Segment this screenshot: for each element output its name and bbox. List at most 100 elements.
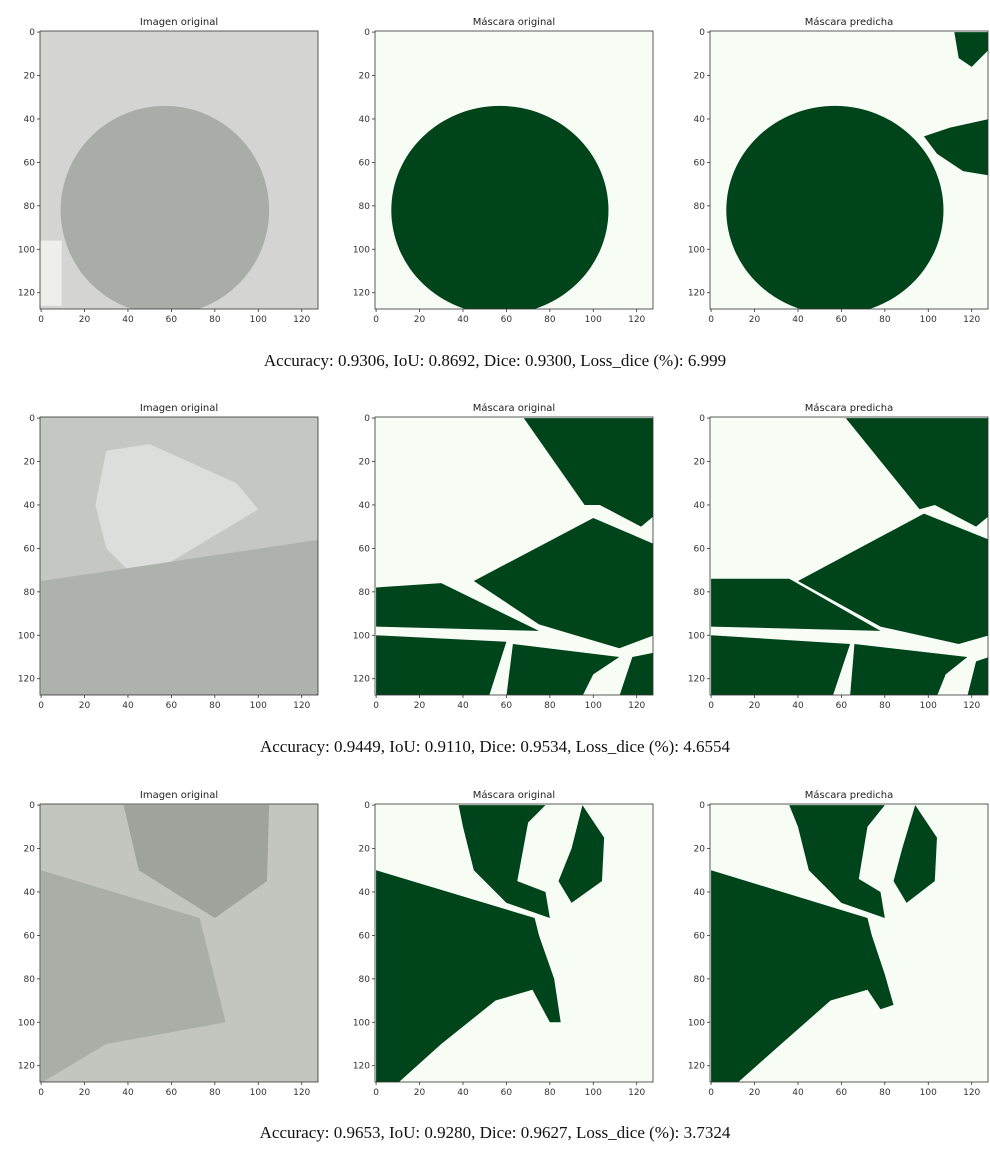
y-tick-label: 60 — [359, 544, 371, 554]
x-tick-label: 40 — [792, 1088, 804, 1098]
x-tick-label: 40 — [122, 315, 134, 325]
x-tick-label: 60 — [836, 701, 848, 711]
x-tick-label: 100 — [920, 1088, 937, 1098]
x-tick-label: 20 — [414, 1088, 426, 1098]
y-tick-label: 40 — [694, 115, 706, 125]
y-tick-label: 100 — [353, 1018, 370, 1028]
image — [40, 804, 318, 1083]
x-tick-label: 120 — [293, 315, 310, 325]
panel-title: Máscara predicha — [805, 789, 894, 801]
x-tick-label: 20 — [749, 701, 761, 711]
y-tick-label: 80 — [694, 202, 706, 212]
y-tick-label: 80 — [24, 202, 36, 212]
x-tick-label: 80 — [209, 1088, 221, 1098]
y-tick-label: 60 — [24, 931, 36, 941]
x-tick-label: 120 — [293, 701, 310, 711]
y-tick-label: 40 — [24, 888, 36, 898]
y-tick-label: 120 — [353, 675, 370, 685]
x-tick-label: 80 — [544, 315, 556, 325]
x-tick-label: 120 — [963, 315, 980, 325]
x-tick-label: 100 — [250, 1088, 267, 1098]
y-tick-label: 100 — [353, 631, 370, 641]
y-tick-label: 0 — [699, 414, 705, 424]
y-tick-label: 80 — [694, 588, 706, 598]
x-tick-label: 60 — [501, 701, 513, 711]
x-tick-label: 0 — [38, 1088, 44, 1098]
y-tick-label: 20 — [359, 458, 371, 468]
y-tick-label: 60 — [694, 544, 706, 554]
x-tick-label: 60 — [166, 701, 178, 711]
x-tick-label: 40 — [457, 1088, 469, 1098]
y-tick-label: 60 — [24, 158, 36, 168]
x-tick-label: 100 — [585, 701, 602, 711]
y-tick-label: 80 — [359, 588, 371, 598]
x-tick-label: 20 — [79, 1088, 91, 1098]
y-tick-label: 40 — [359, 115, 371, 125]
y-tick-label: 80 — [24, 588, 36, 598]
y-tick-label: 40 — [694, 888, 706, 898]
panel-title: Imagen original — [140, 17, 218, 28]
x-tick-label: 20 — [414, 315, 426, 325]
y-tick-label: 80 — [359, 975, 371, 985]
panel: Máscara predicha020406080100120020406080… — [688, 789, 988, 1098]
image — [710, 417, 989, 696]
y-tick-label: 20 — [359, 845, 371, 855]
x-tick-label: 40 — [792, 701, 804, 711]
x-tick-label: 80 — [879, 315, 891, 325]
x-tick-label: 100 — [920, 315, 937, 325]
y-tick-label: 100 — [18, 245, 35, 255]
x-tick-label: 20 — [79, 315, 91, 325]
y-tick-label: 0 — [29, 801, 35, 811]
y-tick-label: 20 — [24, 845, 36, 855]
y-tick-label: 60 — [359, 158, 371, 168]
y-tick-label: 120 — [688, 1062, 705, 1072]
y-tick-label: 40 — [24, 501, 36, 511]
x-tick-label: 0 — [708, 701, 714, 711]
y-tick-label: 120 — [688, 675, 705, 685]
x-tick-label: 20 — [79, 701, 91, 711]
x-tick-label: 0 — [373, 701, 379, 711]
x-tick-label: 100 — [585, 1088, 602, 1098]
x-tick-label: 80 — [209, 701, 221, 711]
y-tick-label: 60 — [24, 544, 36, 554]
y-tick-label: 40 — [24, 115, 36, 125]
x-tick-label: 100 — [920, 701, 937, 711]
panel-title: Máscara original — [473, 789, 555, 801]
x-tick-label: 80 — [879, 1088, 891, 1098]
panel-title: Imagen original — [140, 790, 218, 801]
y-tick-label: 40 — [359, 888, 371, 898]
x-tick-label: 100 — [250, 315, 267, 325]
x-tick-label: 100 — [250, 701, 267, 711]
y-tick-label: 120 — [18, 289, 35, 299]
x-tick-label: 0 — [708, 1088, 714, 1098]
x-tick-label: 20 — [749, 1088, 761, 1098]
x-tick-label: 0 — [38, 701, 44, 711]
x-tick-label: 60 — [166, 1088, 178, 1098]
y-tick-label: 60 — [694, 931, 706, 941]
y-tick-label: 100 — [688, 631, 705, 641]
y-tick-label: 20 — [694, 845, 706, 855]
x-tick-label: 120 — [628, 701, 645, 711]
y-tick-label: 20 — [24, 458, 36, 468]
x-tick-label: 20 — [749, 315, 761, 325]
caption: Accuracy: 0.9653, IoU: 0.9280, Dice: 0.9… — [260, 1123, 731, 1142]
image — [375, 417, 654, 696]
x-tick-label: 0 — [708, 315, 714, 325]
y-tick-label: 80 — [694, 975, 706, 985]
y-tick-label: 40 — [694, 501, 706, 511]
figure: Accuracy: 0.9306, IoU: 0.8692, Dice: 0.9… — [0, 0, 990, 1149]
x-tick-label: 0 — [373, 1088, 379, 1098]
y-tick-label: 20 — [694, 458, 706, 468]
caption: Accuracy: 0.9449, IoU: 0.9110, Dice: 0.9… — [260, 737, 731, 756]
x-tick-label: 120 — [963, 1088, 980, 1098]
y-tick-label: 120 — [18, 1062, 35, 1072]
y-tick-label: 0 — [699, 801, 705, 811]
panel-title: Máscara predicha — [805, 16, 894, 28]
x-tick-label: 80 — [209, 315, 221, 325]
image — [40, 417, 319, 696]
y-tick-label: 0 — [364, 28, 370, 38]
y-tick-label: 100 — [688, 245, 705, 255]
x-tick-label: 100 — [585, 315, 602, 325]
